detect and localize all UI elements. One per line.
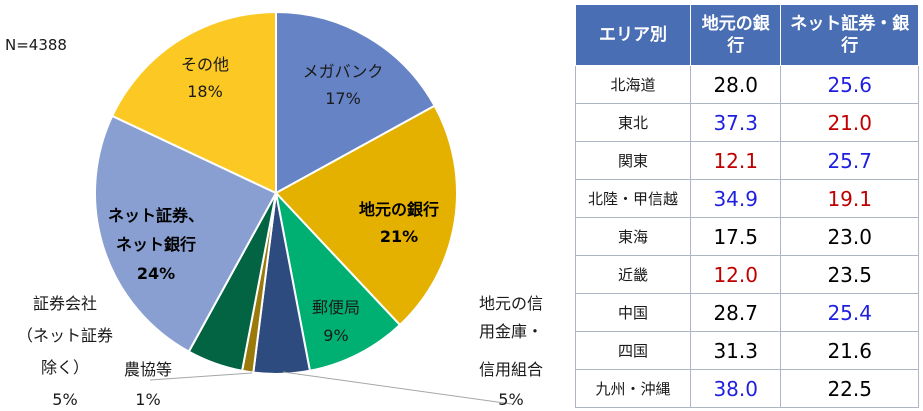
local-bank-cell: 12.1 [689,141,782,180]
pie-slices [94,10,458,375]
area-cell: 四国 [575,331,691,370]
net-cell: 25.4 [780,293,919,332]
net-cell: 22.5 [780,369,919,408]
table-row: 四国 31.3 21.6 [575,331,919,370]
sample-size-label: N=4388 [5,36,67,54]
local-bank-cell: 38.0 [689,369,782,408]
label-mega: メガバンク [303,62,384,81]
label-other: その他 [181,55,229,74]
table-row: 九州・沖縄 38.0 22.5 [575,369,919,408]
net-cell: 19.1 [780,179,919,218]
label-other-pct: 18% [187,82,223,101]
area-cell: 北海道 [575,65,691,104]
pie-slice-2 [274,189,402,372]
label-nokyo-pct: 1% [135,390,160,409]
label-nokyo: 農協等 [124,360,172,379]
area-cell: 東海 [575,217,691,256]
label-net-2: ネット銀行 [116,235,196,254]
local-bank-cell: 34.9 [689,179,782,218]
area-cell: 関東 [575,141,691,180]
label-shinkin-1: 地元の信 [479,294,543,313]
label-net-pct: 24% [137,264,175,283]
label-post-pct: 9% [323,326,348,345]
local-bank-cell: 17.5 [689,217,782,256]
table-row: 東北 37.3 21.0 [575,103,919,142]
label-shinkin-pct: 5% [498,390,523,409]
net-cell: 21.0 [780,103,919,142]
table-row: 関東 12.1 25.7 [575,141,919,180]
net-cell: 25.6 [780,65,919,104]
table-row: 北海道 28.0 25.6 [575,65,919,104]
table-body: 北海道 28.0 25.6 東北 37.3 21.0 関東 12.1 25.7 北陸・甲信越 34.… [575,65,919,408]
label-local-bank: 地元の銀行 [359,200,439,219]
table-row: 中国 28.7 25.4 [575,293,919,332]
table-row: 東海 17.5 23.0 [575,217,919,256]
net-cell: 21.6 [780,331,919,370]
label-mega-pct: 17% [325,89,361,108]
leader-line-shinkin [282,371,513,405]
net-cell: 23.0 [780,217,919,256]
pie-slice-1 [274,104,458,327]
table-row: 北陸・甲信越 34.9 19.1 [575,179,919,218]
area-cell: 近畿 [575,255,691,294]
net-cell: 23.5 [780,255,919,294]
label-shinkin-3: 信用組合 [479,360,543,379]
table-row: 近畿 12.0 23.5 [575,255,919,294]
area-cell: 中国 [575,293,691,332]
area-cell: 東北 [575,103,691,142]
pie-slice-6 [94,114,278,353]
label-securities-pct: 5% [52,390,77,409]
local-bank-cell: 31.3 [689,331,782,370]
label-post: 郵便局 [312,298,360,317]
area-cell: 九州・沖縄 [575,369,691,408]
leader-line-nokyo [149,372,253,381]
label-securities-2: （ネット証券 [17,326,113,345]
leader-lines [149,371,513,405]
pie-slice-0 [275,10,436,195]
label-net: ネット証券、 [108,206,204,225]
area-table: エリア別 地元の銀行 ネット証券・銀行 北海道 28.0 25.6 東北 37.3 21.… [575,4,919,408]
label-securities-1: 証券会社 [33,294,97,313]
net-cell: 25.7 [780,141,919,180]
pie-chart: N=4388 メガバンク 17% 地元の銀行 21% 郵便局 9% 地元の信 用… [5,10,543,409]
table-header-row: エリア別 地元の銀行 ネット証券・銀行 [575,4,919,66]
label-securities-3: 除く） [41,358,89,377]
header-area: エリア別 [575,4,691,66]
area-cell: 北陸・甲信越 [575,179,691,218]
pie-slice-7 [110,10,277,195]
label-shinkin-2: 用金庫・ [479,322,543,341]
header-net: ネット証券・銀行 [780,4,919,66]
header-local-bank: 地元の銀行 [689,4,782,66]
local-bank-cell: 28.0 [689,65,782,104]
local-bank-cell: 28.7 [689,293,782,332]
local-bank-cell: 37.3 [689,103,782,142]
local-bank-cell: 12.0 [689,255,782,294]
label-local-bank-pct: 21% [380,227,418,246]
